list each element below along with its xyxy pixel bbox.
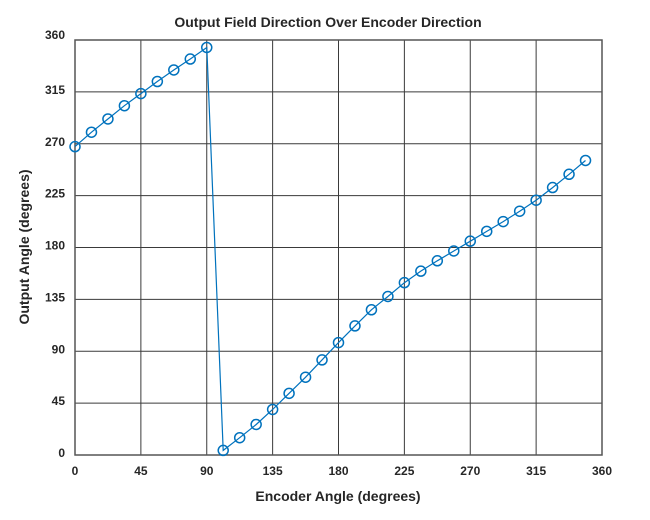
data-point-marker <box>332 336 345 349</box>
data-point-marker <box>316 354 328 366</box>
x-tick-label: 225 <box>394 464 414 478</box>
data-point-marker <box>85 126 98 138</box>
data-point-marker <box>283 387 295 400</box>
data-point-marker <box>118 99 131 112</box>
y-tick-label: 45 <box>52 394 66 408</box>
grid-lines <box>74 39 603 456</box>
data-point-marker <box>250 418 262 431</box>
y-tick-label: 135 <box>45 290 65 304</box>
x-tick-label: 360 <box>592 464 612 478</box>
data-point-marker <box>513 205 526 217</box>
data-point-marker <box>579 154 592 167</box>
data-point-marker <box>102 113 114 125</box>
data-point-marker <box>266 403 279 416</box>
data-point-marker <box>398 276 411 289</box>
data-point-marker <box>135 87 147 100</box>
data-point-marker <box>299 371 312 383</box>
data-point-marker <box>69 140 81 153</box>
data-point-marker <box>563 168 575 181</box>
data-point-marker <box>480 225 493 238</box>
data-point-marker <box>448 245 460 257</box>
data-series <box>69 41 592 457</box>
plot-area-frame <box>74 39 603 456</box>
data-point-marker <box>382 290 394 303</box>
x-tick-label: 315 <box>526 464 546 478</box>
data-point-marker <box>431 255 444 267</box>
y-tick-label: 180 <box>45 239 65 253</box>
data-point-marker <box>151 75 164 88</box>
data-point-marker <box>546 181 559 194</box>
x-tick-label: 0 <box>72 464 79 478</box>
data-point-marker <box>349 320 361 332</box>
x-tick-label: 135 <box>263 464 283 478</box>
data-point-marker <box>217 444 229 457</box>
y-tick-label: 90 <box>52 342 66 356</box>
y-tick-label: 0 <box>58 446 65 460</box>
data-point-marker <box>201 41 213 54</box>
data-point-marker <box>365 304 378 316</box>
x-tick-label: 45 <box>134 464 148 478</box>
data-point-marker <box>184 53 197 65</box>
y-tick-label: 360 <box>45 28 65 42</box>
x-tick-label: 180 <box>328 464 348 478</box>
y-tick-label: 225 <box>45 187 65 201</box>
chart-title: Output Field Direction Over Encoder Dire… <box>174 14 481 30</box>
x-tick-label: 270 <box>460 464 480 478</box>
data-point-marker <box>415 265 427 277</box>
y-axis-ticks: 0 45 90 135 180 225 270 315 360 <box>45 28 65 460</box>
data-point-marker <box>464 235 476 247</box>
data-point-marker <box>168 64 180 76</box>
data-point-marker <box>497 215 509 228</box>
data-point-marker <box>530 194 542 206</box>
x-axis-label: Encoder Angle (degrees) <box>255 488 420 504</box>
y-tick-label: 270 <box>45 135 65 149</box>
x-tick-label: 90 <box>200 464 214 478</box>
x-axis-ticks: 0 45 90 135 180 225 270 315 360 <box>72 464 613 478</box>
y-tick-label: 315 <box>45 83 65 97</box>
data-point-marker <box>233 431 246 444</box>
y-axis-label: Output Angle (degrees) <box>16 169 32 324</box>
series-line <box>74 46 586 452</box>
